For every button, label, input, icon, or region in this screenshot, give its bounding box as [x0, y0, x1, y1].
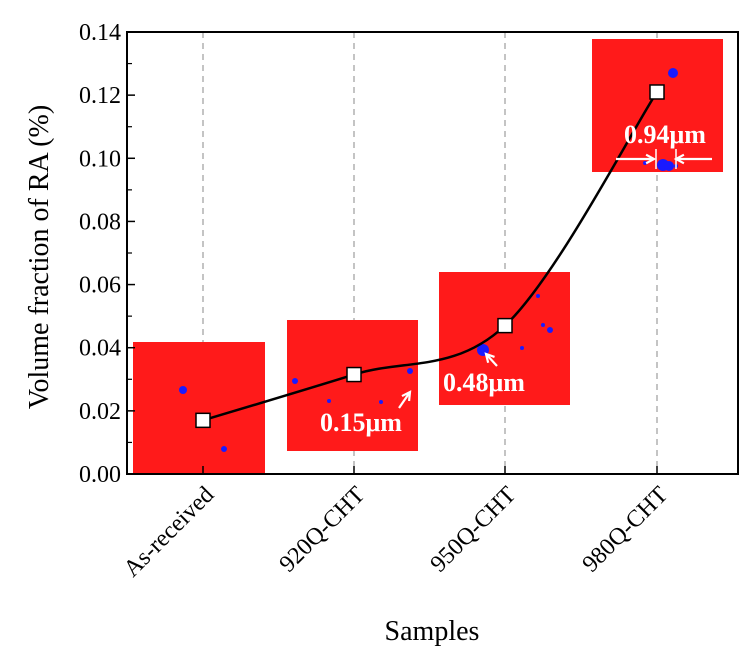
plot-series	[195, 84, 665, 429]
arrow-head	[401, 390, 412, 402]
y-axis: 0.00 0.02 0.04 0.06 0.08 0.10 0.12 0.14	[79, 20, 135, 488]
x-tick-label: 950Q-CHT	[426, 482, 522, 578]
y-tick-label: 0.08	[79, 209, 121, 235]
arrow-head	[645, 153, 657, 165]
particle-dot	[179, 386, 187, 394]
annotation-950q: 0.48μm	[443, 368, 525, 397]
particle-dot	[541, 323, 545, 327]
y-tick-label: 0.06	[79, 273, 121, 299]
x-axis-title: Samples	[385, 616, 480, 647]
micrograph-insets	[133, 39, 723, 474]
inset-background	[439, 272, 570, 405]
particle-dot	[668, 68, 678, 78]
data-point-1	[195, 412, 211, 429]
x-tick-label: As-received	[119, 482, 219, 582]
y-tick-label: 0.12	[79, 83, 121, 109]
arrow-920q	[398, 390, 412, 409]
particle-dot	[407, 368, 413, 374]
arrow-980q-left	[616, 153, 657, 165]
y-tick-label: 0.02	[79, 399, 121, 425]
arrow-shaft	[485, 353, 498, 367]
micrograph-inset-2	[287, 320, 418, 451]
x-axis: As-received 920Q-CHT 950Q-CHT 980Q-CHT	[119, 466, 674, 582]
y-tick-label: 0.00	[79, 462, 121, 488]
arrow-head	[484, 352, 495, 364]
micrograph-inset-4	[592, 39, 723, 172]
particle-dot	[536, 294, 540, 298]
inset-background	[287, 320, 418, 451]
annotation-980q: 0.94μm	[624, 120, 706, 149]
particle-dot	[643, 161, 647, 165]
micrograph-inset-3	[439, 272, 570, 405]
annotation-920q: 0.15μm	[320, 408, 402, 437]
particle-dot	[327, 399, 331, 403]
data-point-4	[649, 84, 665, 100]
y-tick-label: 0.14	[79, 20, 121, 46]
y-tick-label: 0.04	[79, 336, 121, 362]
size-annotations: 0.15μm 0.48μm 0.94μm	[320, 120, 712, 437]
arrow-shaft	[398, 391, 411, 409]
particle-dot	[379, 400, 383, 404]
y-tick-label: 0.10	[79, 146, 121, 172]
arrow-950q	[484, 352, 498, 367]
particle-dot	[547, 327, 553, 333]
data-point-3	[497, 317, 513, 334]
inset-background	[592, 39, 723, 172]
data-point-2	[346, 366, 362, 383]
particle-dot	[221, 446, 227, 452]
vertical-grid-lines	[202, 32, 658, 474]
x-tick-label: 920Q-CHT	[275, 482, 371, 578]
series-line	[202, 91, 659, 422]
y-axis-title: Volume fraction of RA (%)	[24, 105, 55, 409]
x-tick-label: 980Q-CHT	[578, 482, 674, 578]
particle-dot	[292, 378, 298, 384]
particle-dot	[664, 161, 674, 171]
particle-dot	[520, 346, 524, 350]
